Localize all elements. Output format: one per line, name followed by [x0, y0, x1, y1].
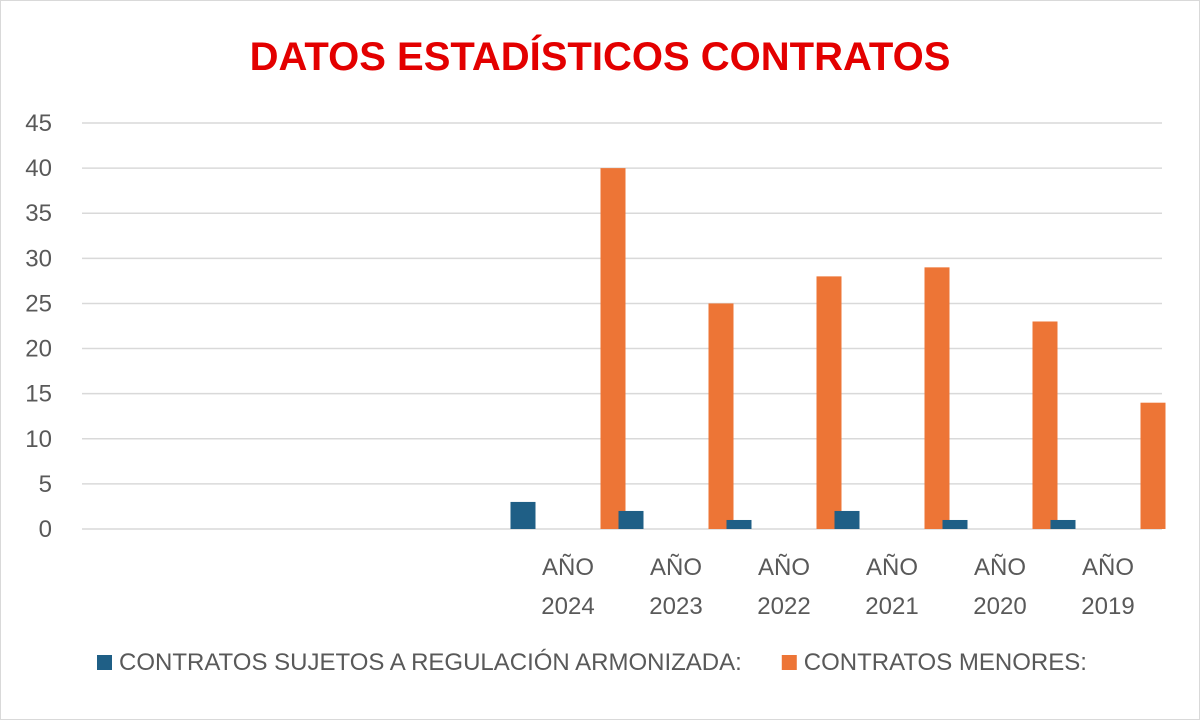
- bar: [1032, 321, 1058, 529]
- bar: [1140, 402, 1166, 529]
- y-tick-label: 15: [25, 381, 52, 408]
- x-category-label: AÑO: [542, 554, 594, 581]
- x-category-label: AÑO: [650, 554, 702, 581]
- y-axis-ticks: 0 5 10 15 20 25 30 35 40 45: [25, 110, 52, 543]
- x-category-label: 2021: [865, 593, 918, 620]
- y-tick-label: 0: [39, 516, 52, 543]
- y-tick-label: 10: [25, 426, 52, 453]
- x-category-label: AÑO: [1082, 554, 1134, 581]
- x-category-label: 2022: [757, 593, 810, 620]
- y-tick-label: 40: [25, 155, 52, 182]
- x-category-label: 2024: [541, 593, 594, 620]
- x-category-label: 2019: [1081, 593, 1134, 620]
- bars: [510, 168, 1166, 529]
- bar: [924, 267, 950, 529]
- legend-label: CONTRATOS MENORES:: [804, 649, 1087, 676]
- chart-title: DATOS ESTADÍSTICOS CONTRATOS: [250, 34, 951, 79]
- legend-swatch: [781, 655, 797, 670]
- y-tick-label: 35: [25, 200, 52, 227]
- x-category-label: AÑO: [758, 554, 810, 581]
- x-category-label: 2023: [649, 593, 702, 620]
- y-tick-label: 25: [25, 290, 52, 317]
- x-category-label: 2020: [973, 593, 1026, 620]
- bar: [834, 510, 860, 529]
- bar: [510, 501, 536, 529]
- x-axis-categories: AÑO 2024 AÑO 2023 AÑO 2022 AÑO 2021 AÑO 2020 AÑO 20…: [541, 554, 1134, 620]
- x-category-label: AÑO: [974, 554, 1026, 581]
- bar: [726, 519, 752, 529]
- bar: [1050, 519, 1076, 529]
- legend-swatch: [97, 655, 112, 670]
- bar: [816, 276, 842, 529]
- x-category-label: AÑO: [866, 554, 918, 581]
- bar: [942, 519, 968, 529]
- legend: CONTRATOS SUJETOS A REGULACIÓN ARMONIZAD…: [97, 649, 1087, 676]
- y-tick-label: 5: [39, 471, 52, 498]
- bar: [618, 510, 644, 529]
- y-tick-label: 45: [25, 110, 52, 137]
- bar: [708, 303, 734, 529]
- bar: [600, 168, 626, 529]
- legend-label: CONTRATOS SUJETOS A REGULACIÓN ARMONIZAD…: [119, 649, 742, 676]
- y-tick-label: 20: [25, 336, 52, 363]
- y-tick-label: 30: [25, 245, 52, 272]
